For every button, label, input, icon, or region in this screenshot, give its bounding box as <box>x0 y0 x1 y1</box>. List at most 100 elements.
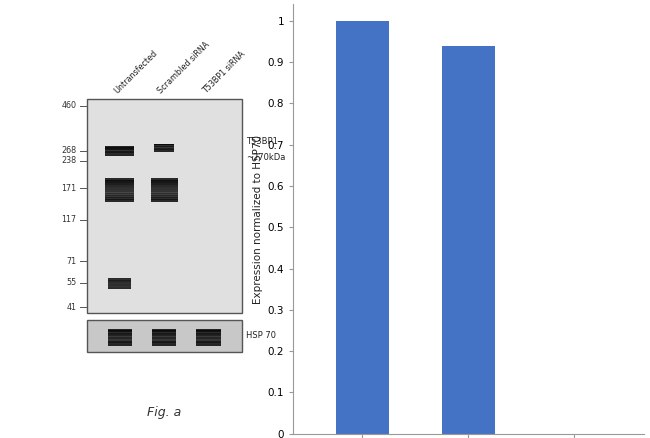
Bar <box>105 154 134 155</box>
Bar <box>152 342 176 344</box>
Bar <box>107 333 132 335</box>
Bar <box>335 21 389 434</box>
Bar <box>151 199 177 202</box>
Bar <box>105 191 134 194</box>
Bar <box>152 338 176 340</box>
Bar <box>105 151 134 152</box>
Text: T53BP1 siRNA: T53BP1 siRNA <box>201 49 246 95</box>
Bar <box>151 181 177 185</box>
Text: 268: 268 <box>62 146 77 155</box>
Bar <box>196 341 221 343</box>
Bar <box>151 180 177 183</box>
Bar <box>107 342 132 344</box>
Bar <box>154 150 174 151</box>
Bar <box>105 187 134 191</box>
Bar <box>86 320 242 352</box>
Bar <box>105 148 134 149</box>
Bar <box>109 282 131 284</box>
Bar <box>105 150 134 151</box>
Bar <box>152 333 176 335</box>
Bar <box>105 184 134 187</box>
Bar <box>107 331 132 333</box>
Bar <box>105 185 134 189</box>
Bar <box>109 278 131 279</box>
Text: T53BP1: T53BP1 <box>246 137 278 146</box>
Bar <box>196 342 221 344</box>
Bar <box>151 177 177 181</box>
Bar <box>105 197 134 200</box>
Bar <box>109 288 131 289</box>
Text: 41: 41 <box>67 303 77 311</box>
Bar <box>109 285 131 286</box>
Text: 71: 71 <box>66 257 77 266</box>
Bar <box>109 279 131 281</box>
Bar <box>151 187 177 191</box>
Y-axis label: Expression normalized to HSP70: Expression normalized to HSP70 <box>254 134 263 304</box>
Bar <box>151 191 177 194</box>
Bar <box>105 199 134 202</box>
Bar <box>152 343 176 346</box>
Bar <box>154 151 174 152</box>
Bar <box>196 333 221 335</box>
Text: Fig. a: Fig. a <box>147 406 181 419</box>
Bar <box>105 189 134 192</box>
Bar <box>196 336 221 338</box>
Bar <box>151 193 177 196</box>
Bar <box>154 145 174 146</box>
Bar <box>154 144 174 145</box>
Bar <box>196 331 221 333</box>
Bar <box>196 330 221 332</box>
Bar <box>105 146 134 147</box>
Bar <box>442 46 495 434</box>
Bar <box>105 155 134 156</box>
Bar <box>152 339 176 342</box>
Bar <box>109 280 131 282</box>
Bar <box>105 193 134 196</box>
Bar <box>152 336 176 338</box>
Bar <box>107 334 132 336</box>
Bar <box>105 147 134 148</box>
Text: 55: 55 <box>66 278 77 287</box>
Bar <box>196 339 221 342</box>
Bar <box>107 341 132 343</box>
Bar <box>107 336 132 338</box>
Bar <box>151 197 177 200</box>
Text: 171: 171 <box>62 184 77 193</box>
Bar <box>152 328 176 331</box>
Bar <box>152 341 176 343</box>
Text: HSP 70: HSP 70 <box>246 332 276 340</box>
Bar <box>105 153 134 154</box>
Bar <box>109 281 131 283</box>
Bar <box>151 184 177 187</box>
Bar <box>154 145 174 147</box>
Bar <box>105 152 134 153</box>
Bar <box>152 337 176 339</box>
Bar <box>109 286 131 287</box>
Bar <box>109 279 131 280</box>
Text: 117: 117 <box>62 215 77 224</box>
Bar <box>105 148 134 149</box>
Bar <box>109 283 131 285</box>
Bar <box>152 334 176 336</box>
Bar <box>196 343 221 346</box>
Bar <box>196 328 221 331</box>
Bar <box>154 144 174 145</box>
Bar <box>154 148 174 149</box>
Bar <box>107 343 132 346</box>
Text: Untransfected: Untransfected <box>112 49 159 95</box>
Bar <box>105 152 134 153</box>
Bar <box>107 339 132 342</box>
Bar <box>196 334 221 336</box>
Bar <box>86 99 242 314</box>
Bar <box>196 337 221 339</box>
Bar <box>154 146 174 147</box>
Bar <box>196 338 221 340</box>
Bar <box>105 195 134 198</box>
Text: 460: 460 <box>62 101 77 110</box>
Bar <box>105 180 134 183</box>
Bar <box>154 149 174 150</box>
Bar <box>152 331 176 333</box>
Bar <box>109 284 131 286</box>
Bar <box>107 338 132 340</box>
Text: Scrambled siRNA: Scrambled siRNA <box>157 40 212 95</box>
